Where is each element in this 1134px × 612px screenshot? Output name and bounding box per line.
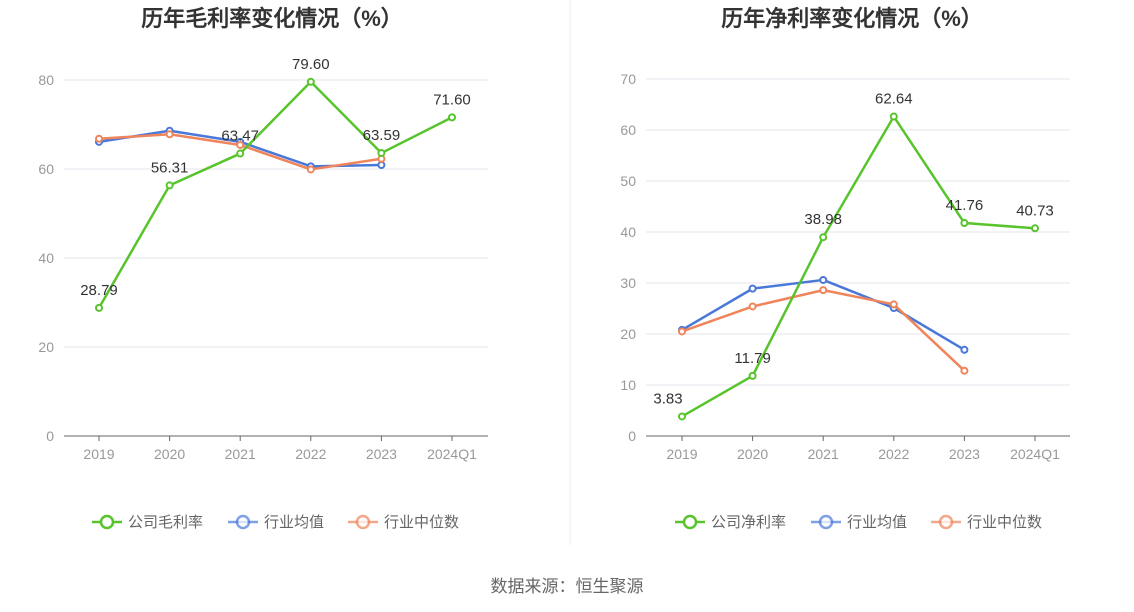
data-point-median: [165, 130, 174, 139]
data-point-company: [165, 181, 174, 190]
data-point-median: [95, 134, 103, 143]
chart-2: 历年净利率变化情况（%） 0 10 20 30 40 50 60 70 2019 2020 2021 2…: [620, 6, 1070, 531]
data-point-company: [960, 219, 969, 228]
data-point-company: [95, 303, 103, 312]
data-label: 11.79: [734, 350, 770, 367]
legend-label: 公司净利率: [711, 514, 786, 531]
x-tick-label: 2020: [154, 446, 185, 462]
x-tick-label: 2023: [949, 446, 980, 462]
x-tick-label: 2021: [225, 446, 256, 462]
y-tick-label: 60: [38, 161, 54, 177]
data-label: 28.79: [80, 282, 118, 299]
y-tick-label: 60: [620, 122, 636, 138]
legend-item-median: 行业中位数: [348, 514, 459, 531]
legend-item-company: 公司毛利率: [92, 514, 203, 531]
data-point-company: [889, 112, 898, 121]
y-tick-label: 10: [620, 377, 636, 393]
legend-label: 公司毛利率: [128, 514, 203, 531]
legend-label: 行业中位数: [967, 514, 1042, 531]
data-label: 3.83: [653, 390, 682, 407]
data-point-median: [236, 140, 245, 149]
x-tick-label: 2019: [666, 446, 697, 462]
chart-title: 历年净利率变化情况（%）: [721, 6, 983, 31]
y-tick-label: 80: [38, 72, 54, 88]
x-tick-label: 2024Q1: [427, 446, 477, 462]
data-point-avg: [377, 160, 386, 169]
data-point-company: [819, 233, 828, 242]
x-tick-label: 2020: [737, 446, 768, 462]
y-tick-label: 0: [46, 428, 54, 444]
data-point-company: [1031, 224, 1039, 233]
chart-title: 历年毛利率变化情况（%）: [141, 6, 403, 31]
chart-1: 历年毛利率变化情况（%） 0 20 40 60 80 2019 2020 2021 2022 202…: [38, 6, 488, 531]
data-label: 79.60: [292, 56, 330, 73]
data-point-median: [889, 300, 898, 309]
data-point-median: [748, 302, 757, 311]
y-tick-label: 20: [620, 326, 636, 342]
legend-label: 行业中位数: [384, 514, 459, 531]
legend-swatch-marker: [938, 514, 954, 530]
data-label: 38.98: [804, 211, 842, 228]
data-label: 63.59: [363, 127, 401, 144]
data-point-median: [306, 165, 315, 174]
data-point-company: [306, 77, 315, 86]
data-label: 56.31: [151, 159, 189, 176]
data-label: 71.60: [433, 91, 471, 108]
data-point-company: [377, 149, 386, 158]
legend-item-company: 公司净利率: [675, 514, 786, 531]
data-label: 63.47: [221, 128, 259, 145]
series-line-company: [681, 115, 1036, 418]
x-tick-label: 2022: [878, 446, 909, 462]
data-point-avg: [960, 345, 969, 354]
data-point-median: [960, 366, 969, 375]
y-tick-label: 0: [628, 428, 636, 444]
data-point-avg: [819, 275, 828, 284]
legend-item-median: 行业中位数: [931, 514, 1042, 531]
x-tick-label: 2024Q1: [1010, 446, 1060, 462]
data-point-company: [448, 113, 456, 122]
y-tick-label: 30: [620, 275, 636, 291]
x-tick-label: 2022: [295, 446, 326, 462]
data-label: 62.64: [875, 91, 913, 108]
legend-swatch-marker: [355, 514, 371, 530]
data-point-company: [678, 412, 686, 421]
legend-swatch-marker: [682, 514, 698, 530]
y-tick-label: 70: [620, 71, 636, 87]
x-tick-label: 2021: [808, 446, 839, 462]
legend-swatch-marker: [818, 514, 834, 530]
data-point-median: [678, 327, 686, 336]
legend-item-avg: 行业均值: [811, 514, 907, 531]
legend-label: 行业均值: [264, 514, 324, 531]
data-point-median: [819, 286, 828, 295]
x-tick-label: 2019: [83, 446, 114, 462]
legend-swatch-marker: [235, 514, 251, 530]
data-label: 41.76: [946, 197, 984, 214]
legend-swatch-marker: [99, 514, 115, 530]
legend-item-avg: 行业均值: [228, 514, 324, 531]
data-point-company: [748, 371, 757, 380]
series-line-median: [681, 288, 966, 372]
y-tick-label: 40: [38, 250, 54, 266]
y-tick-label: 20: [38, 339, 54, 355]
series-line-company: [97, 80, 453, 309]
data-label: 40.73: [1016, 202, 1054, 219]
data-point-avg: [748, 284, 757, 293]
data-point-company: [236, 149, 245, 158]
legend-label: 行业均值: [847, 514, 907, 531]
y-tick-label: 50: [620, 173, 636, 189]
x-tick-label: 2023: [366, 446, 397, 462]
data-source: 数据来源：恒生聚源: [491, 577, 644, 596]
y-tick-label: 40: [620, 224, 636, 240]
